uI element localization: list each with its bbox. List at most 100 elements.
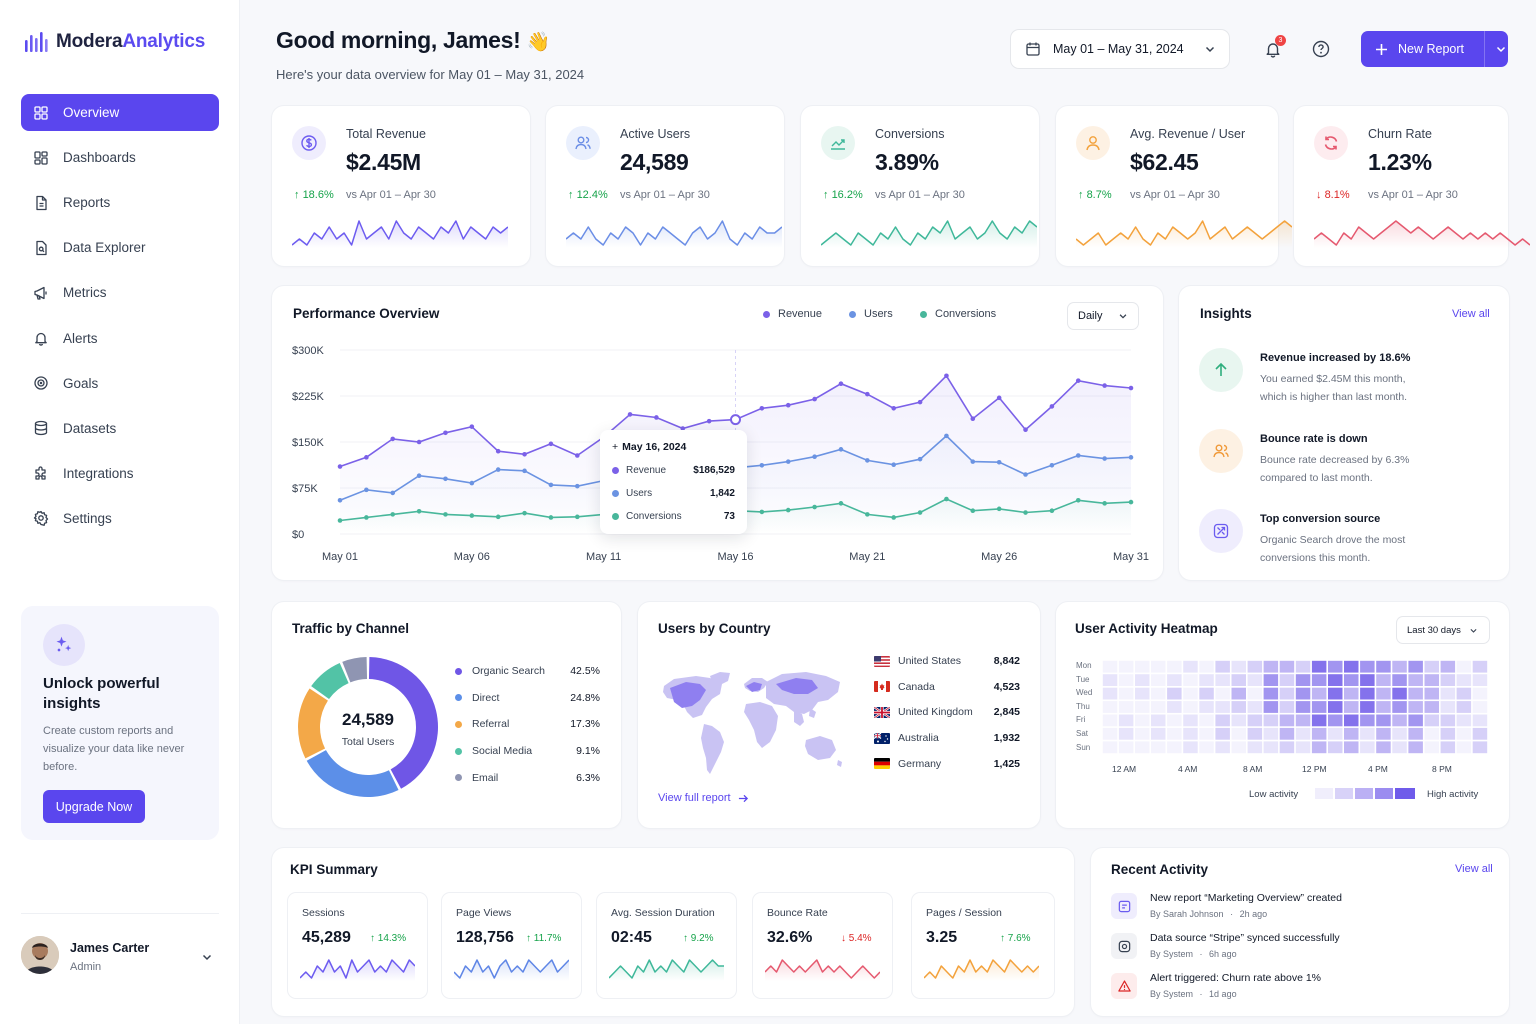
heatmap-cell[interactable] xyxy=(1231,701,1247,713)
heatmap-cell[interactable] xyxy=(1215,660,1230,673)
sidebar-item-alerts[interactable]: Alerts xyxy=(21,320,219,357)
heatmap-cell[interactable] xyxy=(1263,674,1279,686)
heatmap-cell[interactable] xyxy=(1279,741,1295,754)
heatmap-cell[interactable] xyxy=(1279,660,1295,673)
data-point[interactable] xyxy=(1023,472,1028,477)
heatmap-cell[interactable] xyxy=(1392,674,1407,686)
data-point[interactable] xyxy=(680,426,686,431)
heatmap-cell[interactable] xyxy=(1183,674,1198,686)
kpi-card-total-revenue[interactable]: Total Revenue $2.45M ↑ 18.6% vs Apr 01 – Ap… xyxy=(272,106,530,266)
heatmap-cell[interactable] xyxy=(1215,687,1230,700)
data-point[interactable] xyxy=(944,496,949,502)
heatmap-cell[interactable] xyxy=(1118,701,1134,713)
data-point[interactable] xyxy=(416,473,422,479)
data-point[interactable] xyxy=(1102,456,1107,461)
sidebar-item-data-explorer[interactable]: Data Explorer xyxy=(21,229,219,266)
data-point[interactable] xyxy=(469,480,475,486)
data-point[interactable] xyxy=(548,482,554,488)
legend-item-conversions[interactable]: Conversions xyxy=(920,308,996,320)
data-point[interactable] xyxy=(1049,404,1055,409)
heatmap-cell[interactable] xyxy=(1456,714,1472,727)
data-point[interactable] xyxy=(443,476,448,482)
heatmap-cell[interactable] xyxy=(1440,714,1456,727)
data-point[interactable] xyxy=(469,424,475,429)
activity-title[interactable]: New report “Marketing Overview” created xyxy=(1150,892,1342,904)
heatmap-cell[interactable] xyxy=(1102,687,1118,700)
data-point[interactable] xyxy=(944,373,949,379)
heatmap-range-select[interactable]: Last 30 days xyxy=(1397,617,1489,643)
heatmap-cell[interactable] xyxy=(1328,701,1343,713)
heatmap-cell[interactable] xyxy=(1295,660,1311,673)
data-point[interactable] xyxy=(390,490,396,496)
data-point[interactable] xyxy=(838,381,844,387)
heatmap-cell[interactable] xyxy=(1167,741,1182,754)
heatmap-cell[interactable] xyxy=(1328,727,1343,740)
kpi-card-churn-rate[interactable]: Churn Rate 1.23% ↓ 8.1% vs Apr 01 – Apr 30 xyxy=(1294,106,1530,266)
heatmap-cell[interactable] xyxy=(1440,701,1456,713)
heatmap-cell[interactable] xyxy=(1183,701,1198,713)
heatmap-cell[interactable] xyxy=(1408,714,1423,727)
heatmap-cell[interactable] xyxy=(1456,674,1472,686)
heatmap-cell[interactable] xyxy=(1118,727,1134,740)
heatmap-cell[interactable] xyxy=(1231,674,1247,686)
heatmap-cell[interactable] xyxy=(1151,660,1166,673)
sidebar-item-settings[interactable]: Settings xyxy=(21,500,219,537)
kpi-summary-pages-session[interactable]: Pages / Session 3.25 ↑ 7.6% xyxy=(912,893,1054,998)
data-point[interactable] xyxy=(996,459,1002,465)
heatmap-cell[interactable] xyxy=(1199,727,1214,740)
heatmap-cell[interactable] xyxy=(1135,727,1150,740)
heatmap-cell[interactable] xyxy=(1424,727,1440,740)
data-point[interactable] xyxy=(469,513,475,518)
heatmap-cell[interactable] xyxy=(1231,660,1247,673)
data-point[interactable] xyxy=(522,468,527,474)
heatmap-cell[interactable] xyxy=(1118,714,1134,727)
heatmap-cell[interactable] xyxy=(1360,701,1375,713)
heatmap-cell[interactable] xyxy=(1408,741,1423,754)
heatmap-cell[interactable] xyxy=(1151,741,1166,754)
heatmap-cell[interactable] xyxy=(1311,714,1327,727)
heatmap-cell[interactable] xyxy=(1328,660,1343,673)
heatmap-cell[interactable] xyxy=(1215,701,1230,713)
heatmap-cell[interactable] xyxy=(1440,660,1456,673)
heatmap-cell[interactable] xyxy=(1247,687,1263,700)
brand-logo[interactable]: ModeraAnalytics xyxy=(24,30,205,54)
heatmap-cell[interactable] xyxy=(1376,741,1391,754)
heatmap-cell[interactable] xyxy=(1328,741,1343,754)
data-point[interactable] xyxy=(865,391,870,397)
data-point[interactable] xyxy=(522,510,527,516)
heatmap-cell[interactable] xyxy=(1167,727,1182,740)
data-point[interactable] xyxy=(917,399,923,405)
heatmap-cell[interactable] xyxy=(1279,727,1295,740)
traffic-donut-chart[interactable] xyxy=(296,655,440,799)
data-point[interactable] xyxy=(706,418,712,424)
heatmap-cell[interactable] xyxy=(1360,687,1375,700)
data-point[interactable] xyxy=(337,518,343,523)
heatmap-cell[interactable] xyxy=(1231,741,1247,754)
heatmap-cell[interactable] xyxy=(1279,687,1295,700)
data-point[interactable] xyxy=(390,436,396,442)
heatmap-cell[interactable] xyxy=(1456,701,1472,713)
insight-title[interactable]: Top conversion source xyxy=(1260,513,1381,525)
heatmap-cell[interactable] xyxy=(1167,674,1182,686)
legend-item-revenue[interactable]: Revenue xyxy=(763,308,822,320)
heatmap-cell[interactable] xyxy=(1311,727,1327,740)
heatmap-cell[interactable] xyxy=(1472,701,1488,713)
country-row[interactable]: United Kingdom 2,845 xyxy=(874,706,1020,718)
chevron-down-icon[interactable] xyxy=(1495,43,1507,55)
heatmap-cell[interactable] xyxy=(1344,687,1359,700)
granularity-select[interactable]: Daily xyxy=(1068,303,1138,329)
heatmap-cell[interactable] xyxy=(1199,741,1214,754)
sidebar-item-dashboards[interactable]: Dashboards xyxy=(21,139,219,176)
heatmap-cell[interactable] xyxy=(1311,701,1327,713)
heatmap-cell[interactable] xyxy=(1440,674,1456,686)
heatmap-cell[interactable] xyxy=(1408,660,1423,673)
data-point[interactable] xyxy=(970,459,976,464)
data-point[interactable] xyxy=(812,504,817,510)
activity-view-all-link[interactable]: View all xyxy=(1455,863,1493,875)
heatmap-cell[interactable] xyxy=(1263,714,1279,727)
help-button[interactable] xyxy=(1306,34,1336,64)
heatmap-cell[interactable] xyxy=(1263,660,1279,673)
sidebar-item-overview[interactable]: Overview xyxy=(21,94,219,131)
kpi-summary-bounce-rate[interactable]: Bounce Rate 32.6% ↓ 5.4% xyxy=(753,893,892,998)
new-report-button[interactable]: New Report xyxy=(1361,31,1508,67)
